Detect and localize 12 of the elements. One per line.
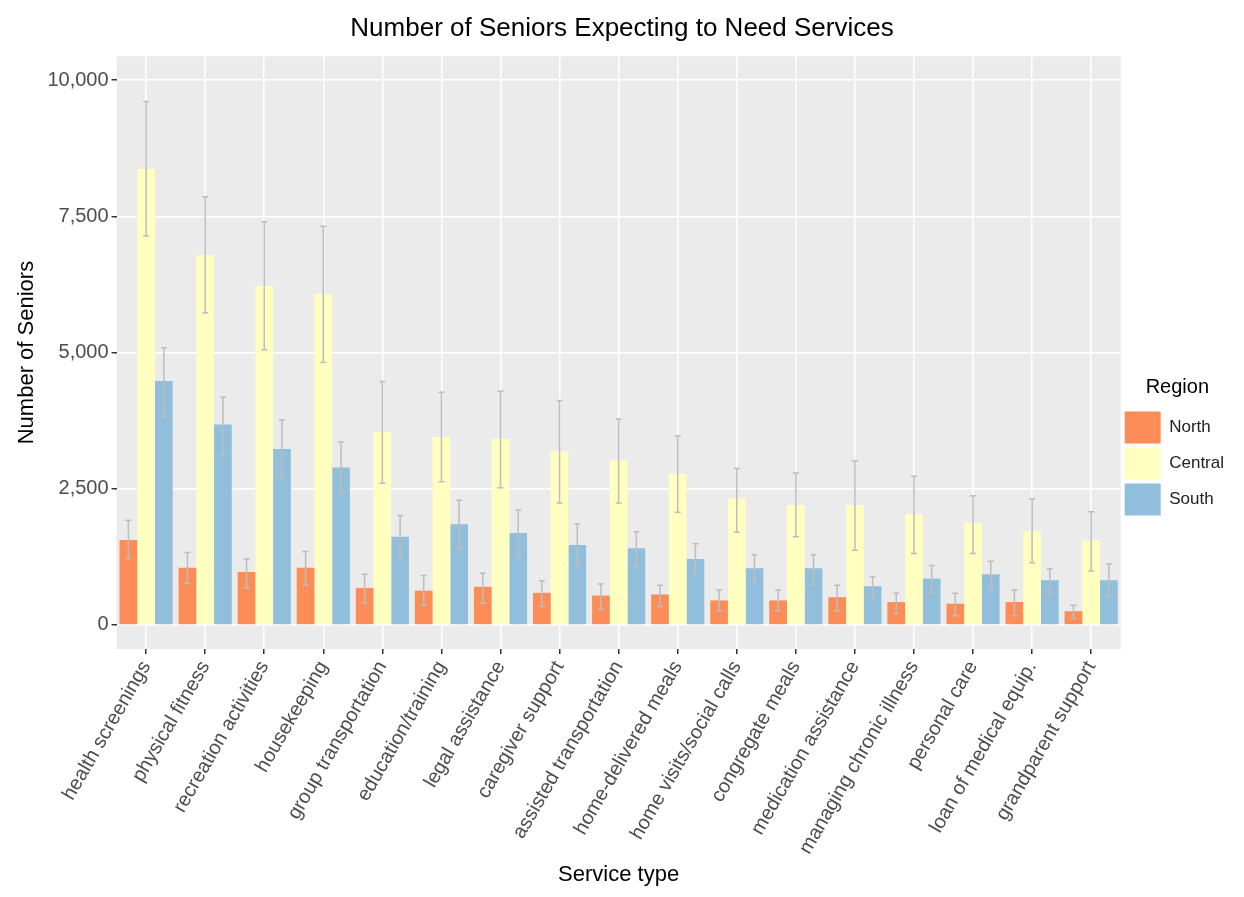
y-tick-label: 7,500 [58,203,109,226]
legend-title: Region [1145,375,1210,398]
y-tick-label: 10,000 [47,67,109,90]
legend-label: North [1169,417,1211,437]
x-axis-title: Service type [558,860,680,886]
y-tick-label: 5,000 [58,340,109,363]
y-axis-title: Number of Seniors [13,260,39,445]
legend-label: South [1169,489,1214,509]
y-tick-label: 0 [97,612,109,635]
legend-label: Central [1169,453,1225,473]
y-tick-label: 2,500 [58,476,109,499]
chart-title: Number of Seniors Expecting to Need Services [350,11,894,42]
